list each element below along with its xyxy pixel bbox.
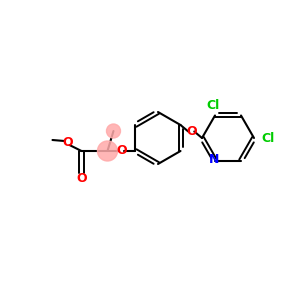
Text: Cl: Cl	[261, 131, 274, 145]
Text: O: O	[116, 145, 127, 158]
Text: O: O	[186, 125, 196, 138]
Circle shape	[106, 124, 121, 138]
Text: N: N	[209, 153, 219, 166]
Circle shape	[98, 141, 118, 161]
Text: O: O	[76, 172, 87, 185]
Text: O: O	[62, 136, 73, 149]
Text: Cl: Cl	[206, 99, 220, 112]
